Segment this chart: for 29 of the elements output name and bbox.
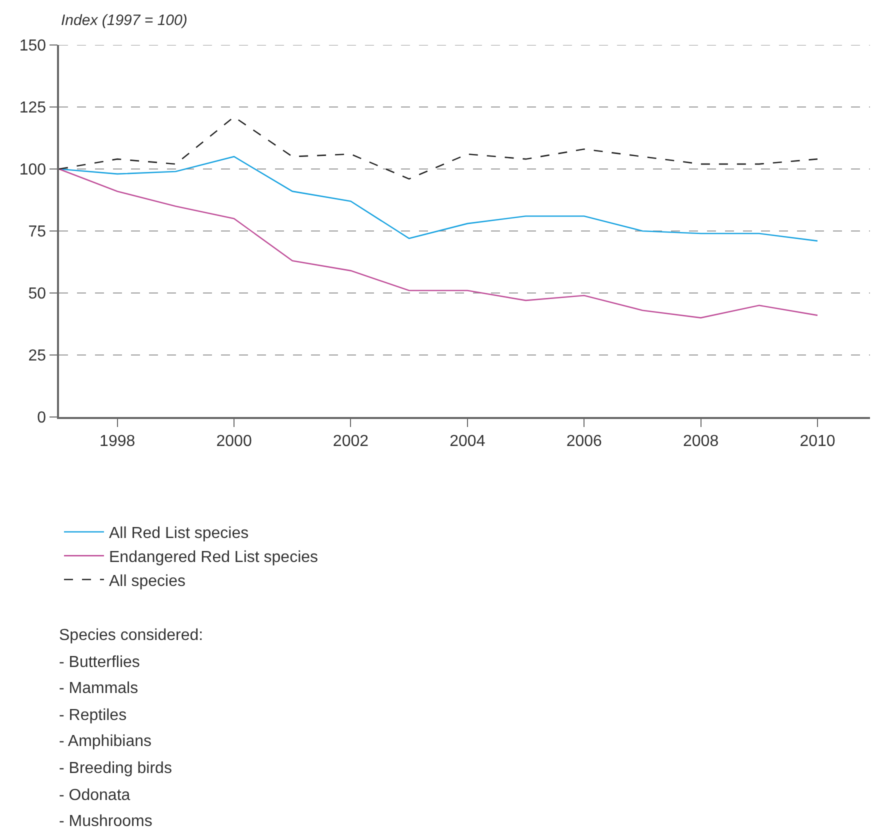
x-tick-label: 2006: [566, 432, 602, 450]
line-series: [59, 168, 818, 318]
y-tick-label: 125: [19, 100, 46, 117]
y-tick-label: 50: [28, 286, 46, 303]
text: - Mushrooms: [59, 813, 152, 829]
y-tick-label: 150: [19, 38, 46, 55]
line-series: [59, 116, 818, 180]
x-tick-label: 2004: [450, 432, 486, 450]
x-tick-label: 2008: [683, 432, 719, 450]
line-series: [59, 156, 818, 242]
x-tick-label: 1998: [100, 432, 136, 450]
text: - Breeding birds: [59, 760, 172, 777]
y-tick-label: 0: [37, 410, 46, 427]
legend-label: All Red List species: [109, 525, 249, 542]
legend-label: Endangered Red List species: [109, 548, 318, 566]
y-tick-label: 25: [28, 348, 46, 365]
text: - Odonata: [59, 787, 130, 804]
x-tick-label: 2010: [800, 432, 836, 450]
y-tick-label: 100: [19, 162, 46, 179]
x-tick-label: 2002: [332, 432, 369, 450]
text: - Butterflies: [59, 654, 140, 671]
y-tick-label: 75: [28, 224, 46, 241]
x-tick-label: 2000: [216, 432, 252, 450]
text: - Mammals: [59, 680, 138, 697]
text: Species considered:: [59, 627, 204, 644]
y-axis-title: Index (1997 = 100): [61, 12, 188, 29]
text: - Amphibians: [59, 733, 152, 750]
legend-label: All species: [109, 572, 186, 590]
text: - Reptiles: [59, 707, 127, 724]
